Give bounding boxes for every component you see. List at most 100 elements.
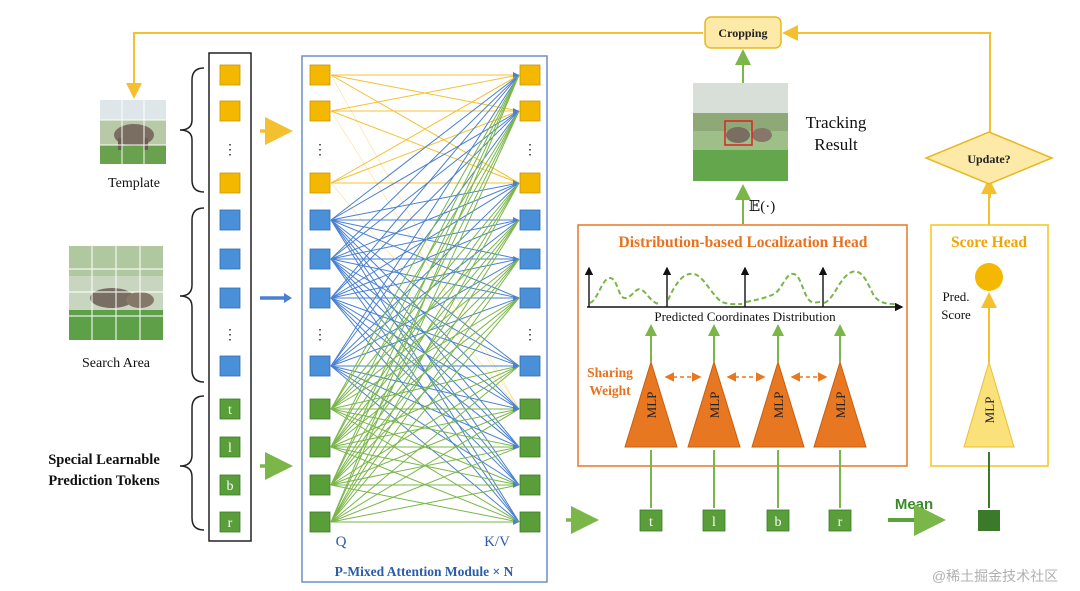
input-green-token <box>219 474 241 496</box>
query-ellipsis: ⋮ <box>313 142 327 158</box>
mlp-label: MLP <box>707 392 722 419</box>
output-token-letter: r <box>838 515 843 530</box>
braces <box>179 67 205 531</box>
distribution-plots <box>584 266 904 312</box>
attention-module-box <box>301 55 548 583</box>
token-letter-b: b <box>227 479 234 494</box>
attention-connections <box>330 72 520 525</box>
attention-tokens: ⋮ ⋮ ⋮ ⋮ <box>309 64 541 533</box>
input-blue-token <box>219 287 241 309</box>
search-area-image <box>69 246 163 340</box>
mean-label: Mean <box>895 496 933 513</box>
kv-yellow-token <box>519 100 541 122</box>
mlp-triangle <box>813 360 867 448</box>
input-green-token <box>219 398 241 420</box>
kv-ellipsis: ⋮ <box>523 327 537 343</box>
input-blue-token <box>219 248 241 270</box>
kv-green-token <box>519 474 541 496</box>
input-tokens: t l b r ⋮ ⋮ <box>219 64 241 533</box>
input-green-token <box>219 511 241 533</box>
query-blue-token <box>309 287 331 309</box>
output-token-r <box>828 509 852 532</box>
template-image <box>100 100 166 164</box>
kv-green-token <box>519 398 541 420</box>
input-yellow-token <box>219 100 241 122</box>
tracking-label-2: Result <box>814 135 858 154</box>
query-green-token <box>309 474 331 496</box>
query-blue-token <box>309 248 331 270</box>
kv-green-token <box>519 511 541 533</box>
pred-score-label-1: Pred. <box>942 289 969 304</box>
input-green-token <box>219 436 241 458</box>
search-area-label: Search Area <box>82 356 151 371</box>
score-mlp-label: MLP <box>982 397 997 424</box>
tracking-result-image <box>693 83 788 181</box>
token-letter-l: l <box>228 441 232 456</box>
sharing-weight-label-1: Sharing <box>587 365 633 380</box>
watermark: @稀土掘金技术社区 <box>932 568 1058 584</box>
template-label: Template <box>108 176 160 191</box>
mlp-triangle <box>751 360 805 448</box>
query-yellow-token <box>309 172 331 194</box>
mlp-label: MLP <box>833 392 848 419</box>
kv-ellipsis: ⋮ <box>523 142 537 158</box>
input-arrows <box>260 117 293 480</box>
tracking-label-1: Tracking <box>806 113 867 132</box>
query-ellipsis: ⋮ <box>313 327 327 343</box>
kv-green-token <box>519 436 541 458</box>
output-token-t <box>639 509 663 532</box>
query-yellow-token <box>309 100 331 122</box>
input-ellipsis: ⋮ <box>223 142 237 158</box>
localization-head-box <box>577 224 908 467</box>
score-circle <box>975 263 1003 291</box>
kv-blue-token <box>519 355 541 377</box>
output-token-letter: l <box>712 515 716 530</box>
input-blue-token <box>219 209 241 231</box>
kv-blue-token <box>519 209 541 231</box>
query-green-token <box>309 511 331 533</box>
output-token-letter: b <box>775 515 782 530</box>
score-head-title: Score Head <box>951 234 1027 251</box>
kv-blue-token <box>519 248 541 270</box>
mean-token <box>978 510 1000 531</box>
kv-yellow-token <box>519 172 541 194</box>
mlp-label: MLP <box>644 392 659 419</box>
query-green-token <box>309 398 331 420</box>
output-token-letter: t <box>649 515 653 530</box>
query-blue-token <box>309 209 331 231</box>
update-diamond: Update? <box>924 131 1054 185</box>
cropping-label: Cropping <box>718 26 767 40</box>
kv-yellow-token <box>519 64 541 86</box>
token-letter-r: r <box>228 516 233 531</box>
query-green-token <box>309 436 331 458</box>
update-label: Update? <box>967 152 1010 166</box>
cropping-box: Cropping <box>704 16 782 49</box>
output-token-b <box>766 509 790 532</box>
localization-mlps: MLP MLP MLP MLP <box>624 324 867 448</box>
kv-blue-token <box>519 287 541 309</box>
query-blue-token <box>309 355 331 377</box>
mlp-triangle <box>687 360 741 448</box>
pred-score-label-2: Score <box>941 307 971 322</box>
localization-head-title: Distribution-based Localization Head <box>619 234 868 251</box>
input-yellow-token <box>219 64 241 86</box>
score-mlp: MLP <box>963 360 1015 448</box>
mlp-label: MLP <box>771 392 786 419</box>
special-tokens-label-2: Prediction Tokens <box>48 473 160 489</box>
special-tokens-label-1: Special Learnable <box>48 452 160 468</box>
input-yellow-token <box>219 172 241 194</box>
token-letter-t: t <box>228 403 232 418</box>
input-blue-token <box>219 355 241 377</box>
output-token-l <box>702 509 726 532</box>
input-ellipsis: ⋮ <box>223 327 237 343</box>
query-yellow-token <box>309 64 331 86</box>
predicted-coordinates-label: Predicted Coordinates Distribution <box>654 309 836 324</box>
attention-module-label: P-Mixed Attention Module × N <box>335 564 514 579</box>
q-label: Q <box>336 534 347 550</box>
expectation-label: 𝔼(·) <box>749 199 775 215</box>
kv-label: K/V <box>484 534 510 550</box>
mlp-triangle <box>624 360 678 448</box>
sharing-weight-label-2: Weight <box>589 383 631 398</box>
